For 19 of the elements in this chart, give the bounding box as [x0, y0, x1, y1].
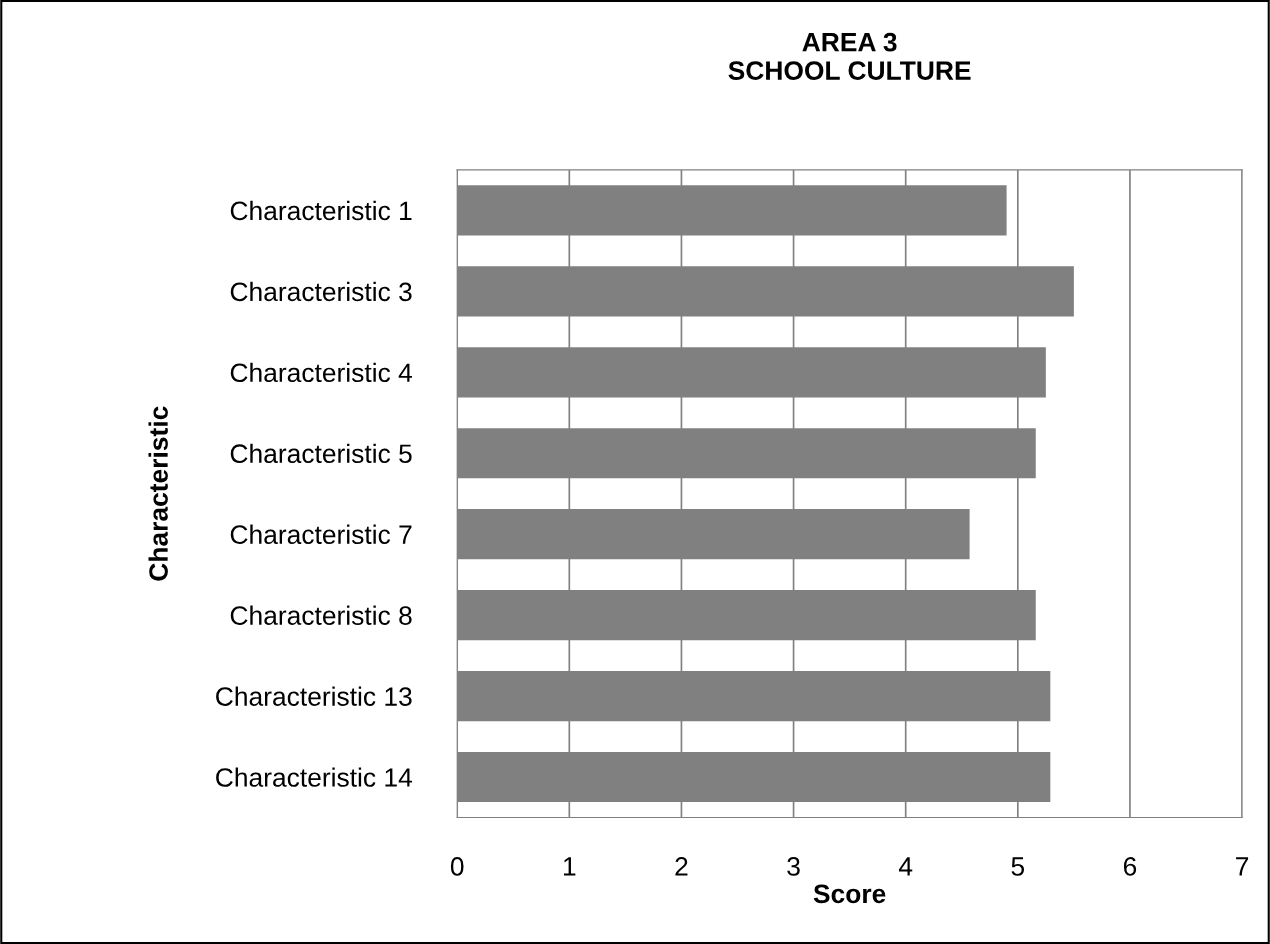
y-axis-title: Characteristic [148, 406, 168, 581]
chart-title: AREA 3 SCHOOL CULTURE [728, 32, 971, 80]
x-tick-label: 6 [1123, 857, 1137, 876]
x-tick-label: 7 [1236, 857, 1249, 876]
y-tick-label: Characteristic 5 [230, 443, 412, 464]
y-tick-label: Characteristic 7 [230, 524, 412, 545]
x-tick-label: 0 [450, 857, 464, 876]
x-tick-label: 2 [675, 857, 688, 876]
y-tick-label: Characteristic 4 [230, 362, 412, 383]
x-tick-label: 5 [1011, 857, 1025, 876]
x-axis-title: Score [813, 884, 886, 904]
y-tick-label: Characteristic 3 [230, 281, 412, 302]
y-tick-label: Characteristic 1 [230, 200, 412, 221]
x-tick-label: 3 [787, 857, 800, 876]
x-tick-label: 4 [898, 857, 913, 876]
x-tick-label: 1 [564, 857, 576, 876]
y-tick-label: Characteristic 8 [230, 605, 412, 625]
y-tick-label: Characteristic 13 [216, 686, 412, 706]
y-tick-label: Characteristic 14 [216, 767, 412, 787]
